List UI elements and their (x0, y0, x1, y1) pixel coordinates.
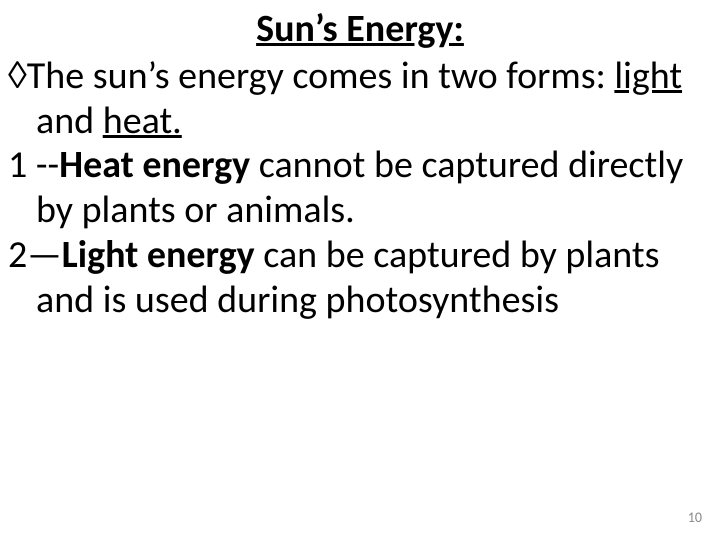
line1-underline-light: light (614, 53, 682, 99)
line1-text-mid: and (36, 98, 103, 144)
bullet-line-2: 1 --Heat energy cannot be captured direc… (8, 143, 712, 233)
line1-text-a: The sun’s energy comes in two forms: (27, 53, 615, 99)
bullet-line-1: ◊The sun’s energy comes in two forms: li… (8, 54, 712, 144)
line1-underline-heat: heat. (103, 98, 182, 144)
line2-bold: Heat energy (59, 142, 250, 188)
line3-bold: Light energy (62, 232, 255, 278)
bullet-line-3: 2—Light energy can be captured by plants… (8, 233, 712, 323)
diamond-bullet-icon: ◊ (8, 55, 27, 97)
slide-title: Sun’s Energy: (8, 8, 712, 52)
line2-prefix: 1 -- (8, 142, 59, 188)
line3-prefix: 2— (8, 232, 62, 278)
page-number: 10 (688, 509, 702, 526)
